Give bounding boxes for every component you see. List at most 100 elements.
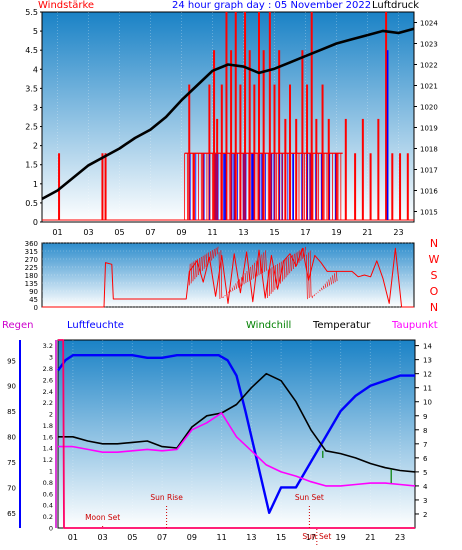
wind-bar [335, 153, 338, 220]
wind-pressure-plot-area [41, 11, 415, 223]
direction-noise [190, 262, 193, 284]
wind-bar [268, 12, 271, 220]
x-tick-label: 01 [68, 533, 78, 542]
rain-tick-label: 0.6 [43, 490, 53, 498]
direction-noise [330, 277, 332, 285]
annotation-label: Sun Rise [150, 493, 183, 502]
direction-noise [265, 250, 267, 271]
direction-noise [213, 248, 215, 259]
rain-tick-label: 2.2 [43, 399, 53, 407]
temperature-tick-label: 8 [423, 427, 427, 435]
rain-tick-label: 1.8 [43, 422, 53, 430]
direction-noise [218, 252, 221, 299]
direction-noise [248, 268, 251, 281]
wind-bar [192, 153, 195, 220]
wind-axis-title: Windstärke [38, 0, 95, 11]
direction-noise [192, 261, 195, 282]
direction-noise [250, 266, 252, 280]
x-tick-label: 03 [98, 533, 108, 542]
direction-noise [296, 251, 299, 265]
direction-noise [326, 281, 329, 287]
direction-noise [252, 264, 254, 279]
gust-bar [261, 153, 263, 220]
rain-tick-label: 1.2 [43, 456, 53, 464]
wind-bar [202, 153, 205, 220]
direction-noise [239, 279, 241, 287]
x-tick-label: 09 [187, 533, 197, 542]
compass-label: W [429, 253, 440, 266]
direction-noise [207, 252, 210, 265]
temperature-tick-label: 6 [423, 455, 428, 463]
direction-noise [233, 285, 236, 290]
temperature-tick-label: 10 [423, 399, 432, 407]
pressure-tick-label: 1022 [420, 62, 438, 70]
rain-tick-label: 0.8 [43, 479, 53, 487]
x-tick-label: 13 [246, 533, 256, 542]
humidity-axis-title: Luftfeuchte [67, 320, 124, 331]
temperature-humidity-plot-area [57, 339, 416, 529]
direction-noise [244, 273, 247, 284]
temperature-line [58, 372, 416, 473]
pressure-tick-label: 1023 [420, 41, 438, 49]
humidity-tick-label: 65 [7, 510, 16, 518]
annotation-label: Sun Set [295, 493, 324, 502]
direction-noise [205, 253, 208, 267]
wind-bar [273, 84, 276, 220]
direction-noise [228, 291, 230, 294]
direction-noise [268, 268, 271, 296]
rain-tick-label: 1.4 [43, 445, 53, 453]
humidity-tick-label: 95 [7, 357, 16, 365]
direction-noise [283, 259, 286, 280]
direction-noise [332, 275, 334, 284]
direction-tick-label: 360 [25, 240, 38, 248]
wind-tick-label: 0.5 [25, 199, 38, 208]
x-tick-label: 03 [83, 228, 93, 237]
wind-tick-label: 2 [33, 142, 38, 151]
x-tick-label: 17 [300, 228, 310, 237]
rain-tick-label: 1.6 [43, 433, 53, 441]
wind-bar [213, 50, 216, 220]
wind-tick-label: 3.5 [25, 84, 38, 93]
wind-tick-label: 2.5 [25, 123, 38, 132]
direction-noise [226, 293, 228, 295]
wind-bar [354, 153, 357, 220]
wind-bar [406, 153, 409, 220]
rain-tick-label: 3.2 [43, 342, 53, 350]
wind-tick-label: 4 [33, 65, 38, 74]
temperature-tick-label: 12 [423, 371, 432, 379]
pressure-tick-label: 1019 [420, 125, 438, 133]
wind-bar [369, 153, 372, 220]
direction-tick-label: 270 [25, 256, 38, 264]
direction-noise [246, 270, 249, 283]
temperature-tick-label: 11 [423, 385, 432, 393]
direction-noise [270, 267, 273, 294]
compass-label: O [430, 285, 439, 298]
wind-bar [253, 84, 256, 220]
direction-noise [255, 260, 258, 277]
direction-noise [200, 256, 202, 274]
temperature-tick-label: 13 [423, 357, 432, 365]
rain-tick-label: 0 [49, 525, 53, 533]
wind-tick-label: 4.5 [25, 46, 38, 55]
wind-bar [208, 84, 211, 220]
direction-noise [291, 254, 293, 272]
wind-bar [377, 118, 380, 220]
direction-noise [280, 261, 282, 284]
rain-tick-label: 2.8 [43, 365, 53, 373]
direction-noise [322, 285, 325, 290]
pressure-line [41, 27, 415, 201]
direction-noise [276, 263, 278, 288]
direction-noise [198, 258, 200, 276]
wind-bar [289, 84, 291, 220]
wind-bar [327, 118, 330, 220]
x-tick-label: 19 [336, 533, 346, 542]
pressure-tick-label: 1020 [420, 104, 438, 112]
x-tick-label: 09 [176, 228, 186, 237]
wind-bar [321, 84, 324, 220]
wind-bar [104, 153, 107, 220]
direction-noise [274, 265, 277, 290]
direction-noise [267, 269, 269, 299]
direction-noise [309, 250, 312, 297]
wind-bar [216, 118, 219, 220]
direction-noise [240, 277, 243, 286]
